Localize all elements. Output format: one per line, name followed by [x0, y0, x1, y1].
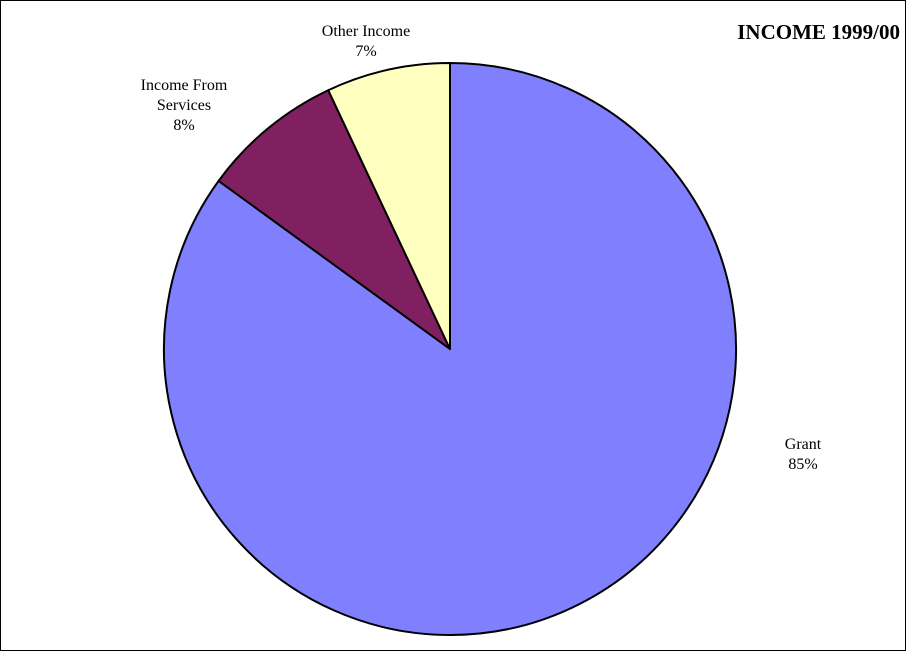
slice-name-income-from-services-line1: Income From: [140, 77, 228, 94]
pie-slice-other-income: [327, 62, 451, 350]
slice-name-other-income: Other Income: [321, 23, 411, 40]
slice-label-other-income: Other Income 7%: [293, 22, 439, 62]
slice-name-grant: Grant: [784, 436, 822, 453]
pie-slice-income-from-services: [217, 89, 451, 350]
slice-label-grant: Grant 85%: [753, 435, 853, 475]
chart-title: INCOME 1999/00: [737, 20, 900, 44]
slice-name-income-from-services-line2: Services: [156, 97, 212, 114]
slice-percent-grant: 85%: [788, 456, 818, 473]
slice-percent-income-from-services: 8%: [173, 117, 195, 134]
slice-percent-other-income: 7%: [355, 43, 377, 60]
slice-label-income-from-services: Income From Services 8%: [109, 76, 259, 136]
